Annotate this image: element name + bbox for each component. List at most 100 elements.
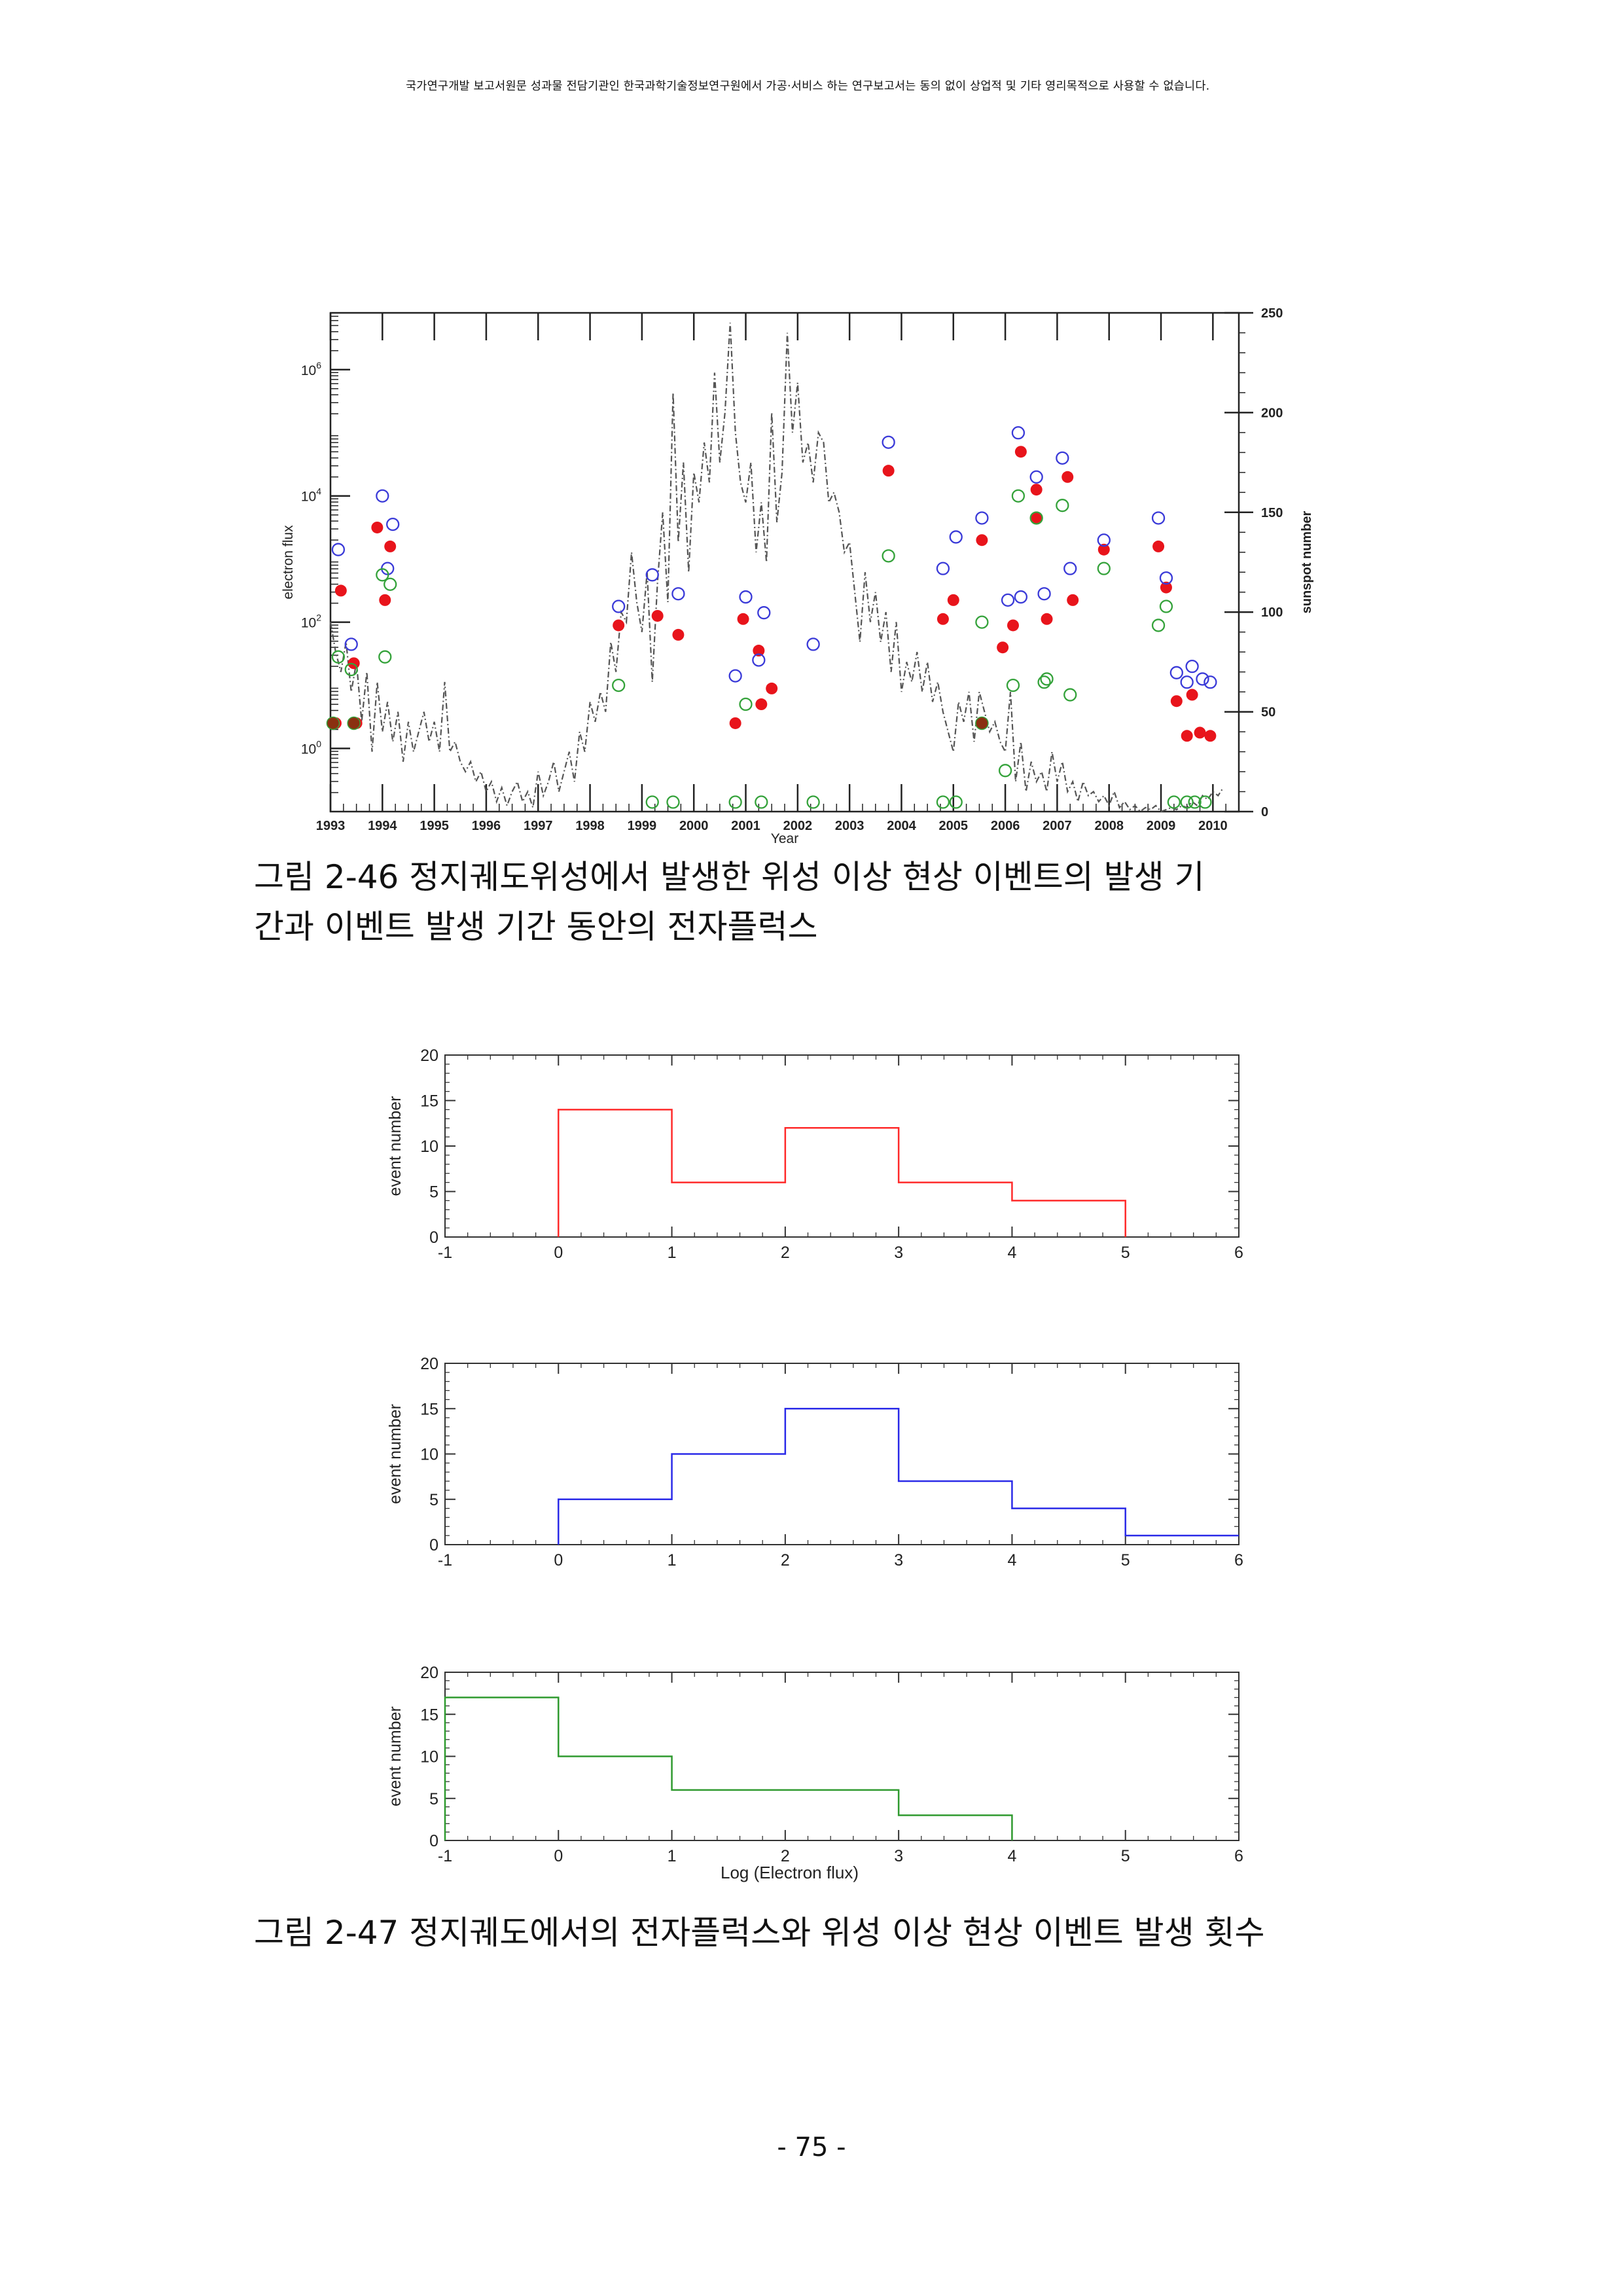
y-tick-base: 10 [301,616,316,631]
x-tick-label: 1998 [575,819,605,833]
x-tick-label: -1 [438,1847,452,1865]
flux-point-blue [757,606,771,620]
flux-point-green [755,795,768,809]
page-number: - 75 - [777,2132,846,2162]
x-tick-label: 2008 [1094,819,1124,833]
flux-point-blue [936,562,950,575]
flux-point-blue [1204,675,1217,689]
flux-point-red [672,628,685,641]
x-tick-label: 2005 [939,819,969,833]
flux-point-green [344,662,358,677]
flux-point-blue [975,511,989,525]
flux-point-blue [949,530,963,544]
histogram-step-line [558,1109,1126,1237]
flux-point-red [1014,446,1027,458]
flux-point-blue [645,568,659,582]
flux-point-green [1011,489,1026,503]
flux-point-green [612,678,626,692]
flux-point-blue [739,590,753,604]
y-tick-base: 10 [301,363,316,378]
y2-tick-label: 250 [1261,306,1283,321]
flux-point-green [1037,675,1051,689]
flux-point-green [383,577,397,591]
flux-point-green [1159,600,1173,613]
flux-point-red [371,521,383,533]
x-tick-label: 2 [781,1551,790,1570]
y-tick-base: 10 [301,490,316,505]
flux-point-green [728,795,742,809]
y2-tick-label: 0 [1261,805,1268,819]
y-tick-label: 20 [420,1047,438,1065]
flux-point-blue [806,637,820,651]
y-tick-label: 15 [420,1400,438,1418]
x-tick-label: 2010 [1198,819,1228,833]
flux-point-green [1180,795,1194,809]
flux-point-red [737,613,749,625]
flux-point-blue [1185,660,1199,673]
flux-point-red [1194,726,1206,739]
x-tick-label: 2000 [679,819,709,833]
y-tick-label: 15 [420,1706,438,1724]
x-tick-label: 6 [1234,1847,1243,1865]
x-tick-label: 5 [1121,1244,1130,1262]
flux-point-red [384,540,397,552]
y-tick-label: 106 [301,360,321,378]
flux-point-blue [612,600,626,613]
x-tick-label: -1 [438,1244,452,1262]
y-tick-exponent: 6 [316,360,321,370]
x-tick-label: 1993 [316,819,346,833]
y-tick-label: 5 [429,1491,438,1509]
x-tick-label: 2002 [783,819,813,833]
y-tick-label: 100 [301,739,321,757]
plot-frame [444,1054,1240,1238]
flux-point-blue [1151,511,1166,525]
y-axis-label: event number [386,1706,404,1806]
flux-point-blue [1097,533,1111,547]
x-tick-label: 1994 [368,819,397,833]
flux-point-red [379,594,391,606]
flux-point-overlap [347,716,361,730]
flux-point-red [947,594,959,606]
x-tick-label: 6 [1234,1244,1243,1262]
x-tick-label: 1999 [628,819,657,833]
histogram-step-line [444,1696,1013,1840]
flux-point-green [998,764,1012,778]
flux-point-green [378,650,392,664]
flux-point-red [1030,484,1043,496]
flux-point-green [1188,795,1202,809]
flux-point-green [1097,562,1111,575]
x-tick-label: 5 [1121,1847,1130,1865]
flux-point-red [997,641,1009,654]
x-tick-label: 0 [554,1244,563,1262]
flux-point-green [806,795,820,809]
flux-point-red [1160,581,1172,594]
flux-point-green [882,549,895,563]
y-tick-label: 0 [429,1832,438,1850]
sunspot-series-line [329,323,1224,813]
x-tick-label: 3 [894,1244,903,1262]
y2-tick-label: 200 [1261,406,1283,420]
flux-point-green [936,795,950,809]
flux-point-blue [752,653,766,667]
y-tick-label: 10 [420,1446,438,1464]
flux-point-red [1170,695,1183,708]
flux-point-green [1063,688,1077,702]
y2-axis-label: sunspot number [1300,511,1314,613]
y-tick-label: 5 [429,1183,438,1202]
x-tick-label: 3 [894,1847,903,1865]
x-tick-label: 5 [1121,1551,1130,1570]
y-tick-label: 5 [429,1790,438,1808]
y-tick-label: 104 [301,486,321,505]
flux-point-blue [344,637,358,651]
flux-point-red [1152,540,1165,552]
x-tick-label: 2009 [1147,819,1176,833]
y-tick-label: 0 [429,1536,438,1554]
y-tick-base: 10 [301,742,316,757]
x-tick-label: 2 [781,1847,790,1865]
header-notice: 국가연구개발 보고서원문 성과물 전담기관인 한국과학기술정보연구원에서 가공·… [406,80,1210,93]
flux-point-green [739,697,753,711]
figure-caption-2-46: 그림 2-46 정지궤도위성에서 발생한 위성 이상 현상 이벤트의 발생 기 … [254,852,1205,952]
flux-point-overlap [975,716,989,730]
